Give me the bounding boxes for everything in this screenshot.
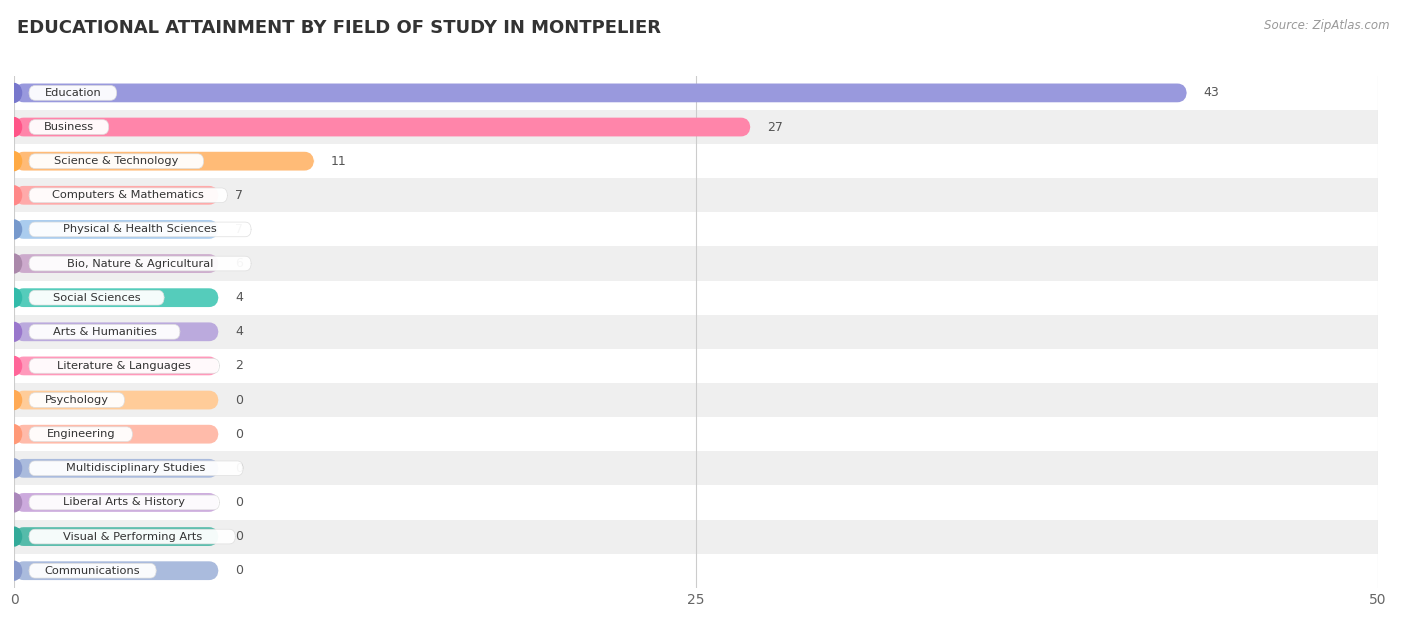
FancyBboxPatch shape — [30, 495, 219, 510]
FancyBboxPatch shape — [30, 85, 117, 100]
Text: Education: Education — [45, 88, 101, 98]
FancyBboxPatch shape — [30, 324, 180, 339]
FancyBboxPatch shape — [14, 220, 219, 239]
Text: Arts & Humanities: Arts & Humanities — [52, 327, 156, 337]
Circle shape — [7, 118, 21, 137]
Text: Psychology: Psychology — [45, 395, 108, 405]
Circle shape — [7, 493, 21, 512]
FancyBboxPatch shape — [30, 563, 156, 578]
Circle shape — [7, 220, 21, 239]
Text: 0: 0 — [235, 462, 243, 475]
FancyBboxPatch shape — [14, 288, 219, 307]
Bar — [14, 554, 1378, 588]
Text: Source: ZipAtlas.com: Source: ZipAtlas.com — [1264, 19, 1389, 32]
Bar — [14, 315, 1378, 349]
Text: Business: Business — [44, 122, 94, 132]
FancyBboxPatch shape — [14, 152, 314, 171]
FancyBboxPatch shape — [30, 392, 125, 408]
FancyBboxPatch shape — [14, 186, 219, 205]
Circle shape — [7, 288, 21, 307]
Text: 6: 6 — [235, 257, 243, 270]
Text: Bio, Nature & Agricultural: Bio, Nature & Agricultural — [67, 258, 214, 269]
Bar — [14, 246, 1378, 281]
FancyBboxPatch shape — [14, 356, 219, 375]
Circle shape — [7, 186, 21, 205]
Text: Communications: Communications — [45, 566, 141, 576]
Text: Science & Technology: Science & Technology — [55, 156, 179, 166]
Bar — [14, 281, 1378, 315]
Text: Engineering: Engineering — [46, 429, 115, 439]
FancyBboxPatch shape — [30, 222, 252, 237]
FancyBboxPatch shape — [30, 358, 219, 374]
Text: 27: 27 — [766, 121, 783, 133]
FancyBboxPatch shape — [14, 561, 219, 580]
Text: 7: 7 — [235, 223, 243, 236]
Circle shape — [7, 425, 21, 444]
Text: Physical & Health Sciences: Physical & Health Sciences — [63, 224, 217, 234]
Circle shape — [7, 391, 21, 410]
FancyBboxPatch shape — [14, 493, 219, 512]
FancyBboxPatch shape — [14, 459, 219, 478]
FancyBboxPatch shape — [30, 256, 252, 271]
FancyBboxPatch shape — [30, 461, 243, 476]
Text: Social Sciences: Social Sciences — [53, 293, 141, 303]
Text: 7: 7 — [235, 189, 243, 202]
Circle shape — [7, 356, 21, 375]
Circle shape — [7, 527, 21, 546]
Text: 0: 0 — [235, 530, 243, 543]
FancyBboxPatch shape — [14, 118, 751, 137]
FancyBboxPatch shape — [14, 425, 219, 444]
Text: Computers & Mathematics: Computers & Mathematics — [52, 190, 204, 200]
Circle shape — [7, 322, 21, 341]
FancyBboxPatch shape — [14, 83, 1187, 102]
FancyBboxPatch shape — [14, 254, 219, 273]
Text: 11: 11 — [330, 155, 346, 167]
FancyBboxPatch shape — [30, 529, 235, 544]
Bar — [14, 485, 1378, 520]
Text: 0: 0 — [235, 394, 243, 406]
Circle shape — [7, 152, 21, 171]
Bar — [14, 144, 1378, 178]
Bar — [14, 451, 1378, 485]
Text: EDUCATIONAL ATTAINMENT BY FIELD OF STUDY IN MONTPELIER: EDUCATIONAL ATTAINMENT BY FIELD OF STUDY… — [17, 19, 661, 37]
Bar — [14, 212, 1378, 246]
Circle shape — [7, 254, 21, 273]
FancyBboxPatch shape — [30, 427, 132, 442]
Text: Literature & Languages: Literature & Languages — [58, 361, 191, 371]
FancyBboxPatch shape — [14, 391, 219, 410]
Circle shape — [7, 459, 21, 478]
Bar — [14, 383, 1378, 417]
Text: Liberal Arts & History: Liberal Arts & History — [63, 497, 186, 507]
Bar — [14, 76, 1378, 110]
Text: 0: 0 — [235, 428, 243, 441]
Text: 4: 4 — [235, 325, 243, 338]
FancyBboxPatch shape — [30, 119, 108, 135]
FancyBboxPatch shape — [30, 154, 204, 169]
Bar — [14, 110, 1378, 144]
Circle shape — [7, 561, 21, 580]
Bar — [14, 349, 1378, 383]
Text: 43: 43 — [1204, 87, 1219, 99]
Bar — [14, 520, 1378, 554]
Bar — [14, 178, 1378, 212]
Text: Visual & Performing Arts: Visual & Performing Arts — [62, 532, 202, 542]
FancyBboxPatch shape — [14, 322, 219, 341]
Text: Multidisciplinary Studies: Multidisciplinary Studies — [66, 463, 205, 473]
Text: 0: 0 — [235, 496, 243, 509]
Text: 2: 2 — [235, 360, 243, 372]
FancyBboxPatch shape — [30, 188, 228, 203]
Text: 4: 4 — [235, 291, 243, 304]
FancyBboxPatch shape — [14, 527, 219, 546]
Text: 0: 0 — [235, 564, 243, 577]
Bar — [14, 417, 1378, 451]
FancyBboxPatch shape — [30, 290, 165, 305]
Circle shape — [7, 83, 21, 102]
